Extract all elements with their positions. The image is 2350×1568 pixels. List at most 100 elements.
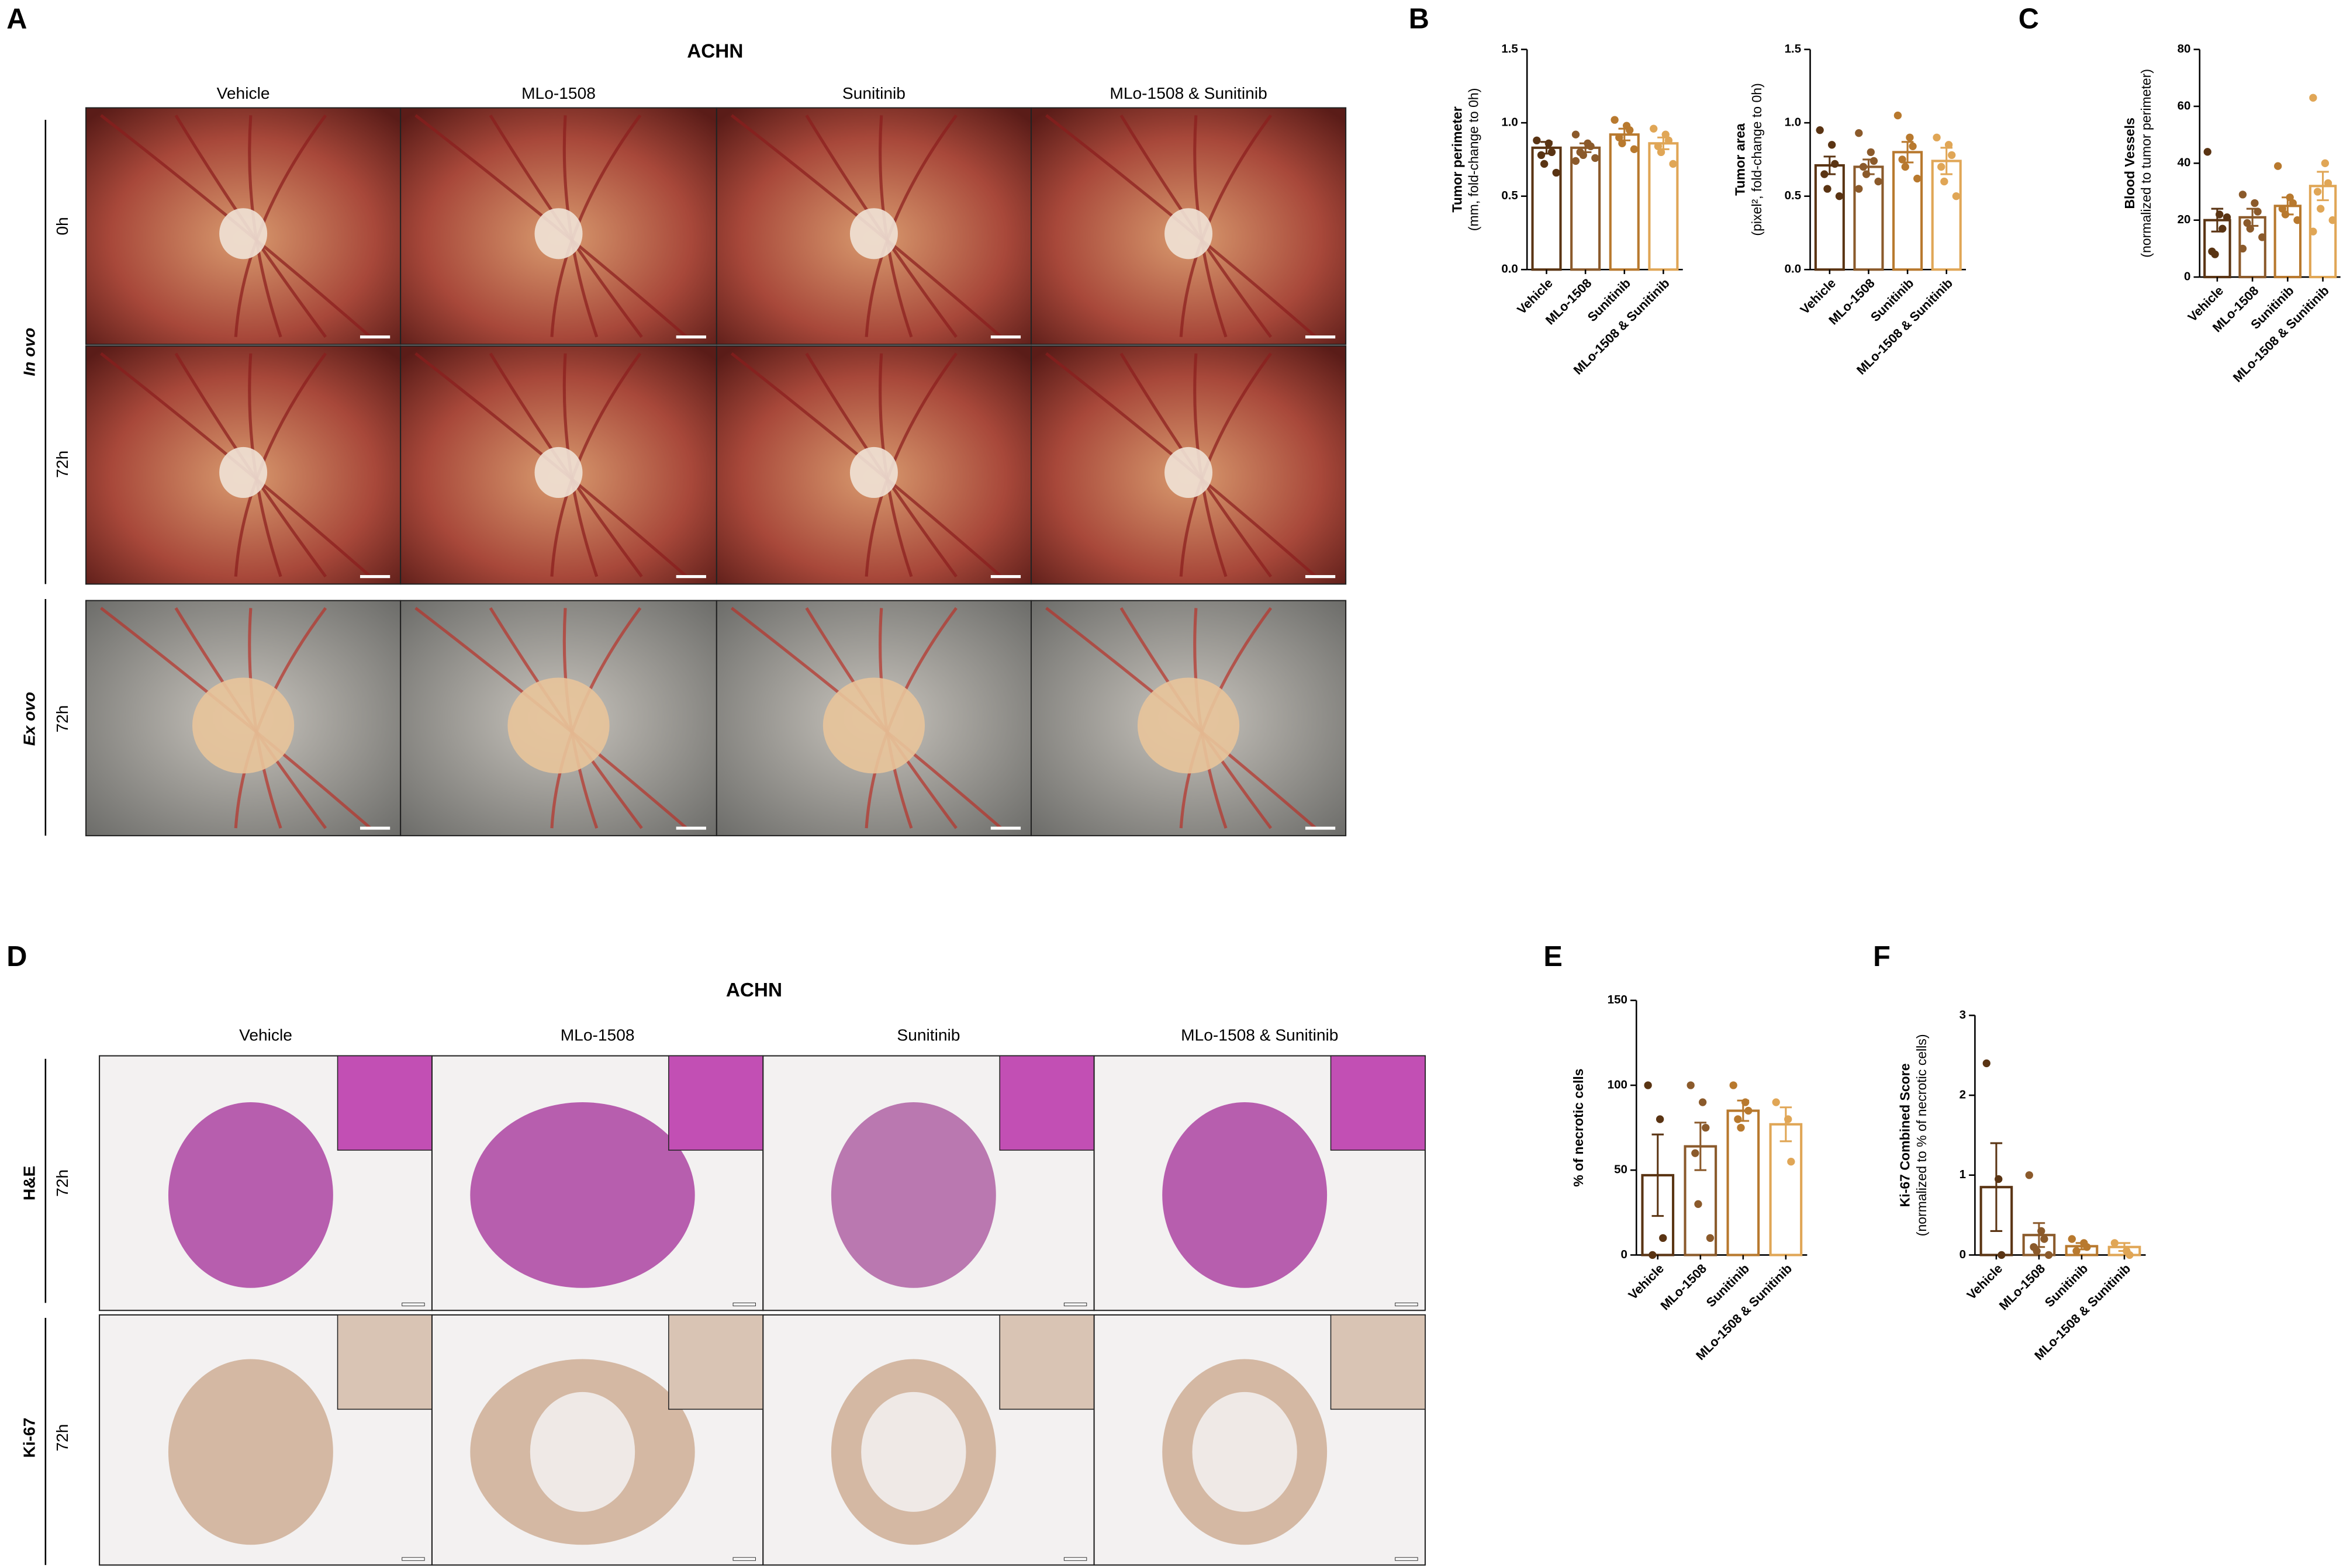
data-point [2238, 244, 2247, 253]
data-point [1533, 136, 1541, 144]
error-bar [1651, 1133, 1664, 1217]
tissue-core [530, 1392, 635, 1512]
panel-letter: C [2019, 4, 2039, 35]
data-point [2238, 191, 2247, 199]
data-point [1626, 126, 1634, 134]
chart: 0.0 0.5 1.0 1.5 Tumor area (pixel², fold-chan… [1733, 42, 1967, 378]
y-axis-subtitle: (normalized to tumor perimeter) [2138, 69, 2154, 258]
panel-title: ACHN [726, 979, 782, 1001]
data-point [1706, 1234, 1715, 1242]
y-tick-label: 2 [1960, 1088, 1966, 1102]
data-point [1656, 1115, 1664, 1123]
data-point [1787, 1158, 1795, 1166]
data-point [2274, 162, 2282, 170]
row-label: 72h [53, 1169, 71, 1197]
row-label: 72h [53, 451, 71, 478]
data-point [2203, 148, 2211, 156]
data-point [1649, 1251, 1657, 1259]
scale-bar [732, 1557, 756, 1561]
y-tick-label: 40 [2178, 156, 2191, 169]
data-point [1591, 154, 1599, 162]
data-point [2254, 207, 2262, 216]
data-point [1654, 142, 1663, 150]
inset [337, 1055, 433, 1151]
bar [1570, 146, 1601, 271]
tissue [831, 1102, 996, 1288]
panel-letter: D [6, 941, 27, 972]
data-point [1823, 185, 1831, 193]
data-point [1828, 141, 1836, 149]
scale-bar [360, 335, 390, 339]
data-point [1820, 170, 1829, 178]
y-axis-subtitle: (mm, fold-change to 0h) [1466, 88, 1481, 231]
data-point [2083, 1243, 2091, 1251]
y-tick-label: 1.5 [1785, 42, 1802, 56]
column-header: Vehicle [217, 84, 270, 102]
inset [1330, 1055, 1426, 1151]
photos [44, 107, 1426, 1566]
y-tick-label: 1.0 [1785, 116, 1802, 129]
scale-bar [402, 1302, 425, 1307]
scale-bar [676, 826, 706, 830]
data-point [1547, 148, 1556, 157]
data-point [1816, 126, 1824, 134]
y-axis-title: % of necrotic cells [1571, 1068, 1586, 1186]
inset [999, 1314, 1095, 1410]
data-point [1948, 151, 1956, 160]
data-point [1862, 170, 1871, 178]
data-point [1937, 162, 1945, 171]
y-tick-label: 0.5 [1501, 189, 1518, 202]
column-header: Sunitinib [897, 1026, 960, 1044]
panel-letter: A [6, 4, 27, 35]
chart: 0 20 40 60 80 Blood Vessels (normalized to tum… [2122, 42, 2341, 385]
tumor [849, 208, 898, 259]
scale-bar [990, 335, 1021, 339]
data-point [2309, 94, 2317, 102]
tissue [168, 1102, 333, 1288]
data-point [1659, 1234, 1667, 1242]
scale-bar [1063, 1302, 1087, 1307]
data-point [2033, 1247, 2041, 1255]
row-label: 72h [53, 1424, 71, 1452]
data-point [1995, 1175, 2003, 1183]
data-point [1650, 124, 1658, 133]
y-tick-label: 20 [2178, 213, 2191, 226]
data-point [2293, 216, 2301, 224]
data-point [1618, 139, 1626, 147]
data-point [1784, 1115, 1792, 1123]
y-tick-label: 150 [1608, 993, 1627, 1006]
panel-title: ACHN [687, 40, 743, 62]
data-point [2309, 227, 2317, 236]
data-point [2317, 205, 2325, 213]
data-point [1669, 160, 1677, 168]
y-tick-label: 0 [1960, 1248, 1966, 1261]
data-point [1615, 133, 1623, 141]
data-point [1702, 1123, 1710, 1132]
tumor [219, 446, 268, 499]
data-point [1687, 1081, 1695, 1089]
bar [1609, 133, 1640, 271]
y-tick-label: 3 [1960, 1008, 1966, 1022]
y-axis-subtitle: (pixel², fold-change to 0h) [1749, 83, 1764, 236]
data-point [1741, 1098, 1750, 1106]
data-point [1657, 148, 1665, 157]
data-point [1587, 142, 1595, 150]
data-point [1952, 192, 1961, 200]
y-tick-label: 0 [2184, 269, 2190, 283]
data-point [1734, 1115, 1742, 1123]
tumor [849, 446, 898, 499]
chart: 0 50 100 150 % of necrotic cells VehicleMLo-1… [1571, 993, 1808, 1363]
chart: 0 1 2 3 Ki-67 Combined Score (normalized to %… [1898, 1008, 2146, 1363]
bar [1931, 160, 1962, 271]
data-point [2068, 1235, 2076, 1243]
data-point [1893, 111, 1902, 120]
data-point [1901, 162, 1909, 171]
data-point [2072, 1247, 2081, 1255]
data-point [2040, 1235, 2048, 1243]
scale-bar [360, 575, 390, 579]
y-axis-title: Ki-67 Combined Score [1898, 1063, 1913, 1207]
y-tick-label: 0 [1620, 1248, 1627, 1261]
y-tick-label: 1.0 [1501, 116, 1518, 129]
data-point [1611, 116, 1619, 124]
